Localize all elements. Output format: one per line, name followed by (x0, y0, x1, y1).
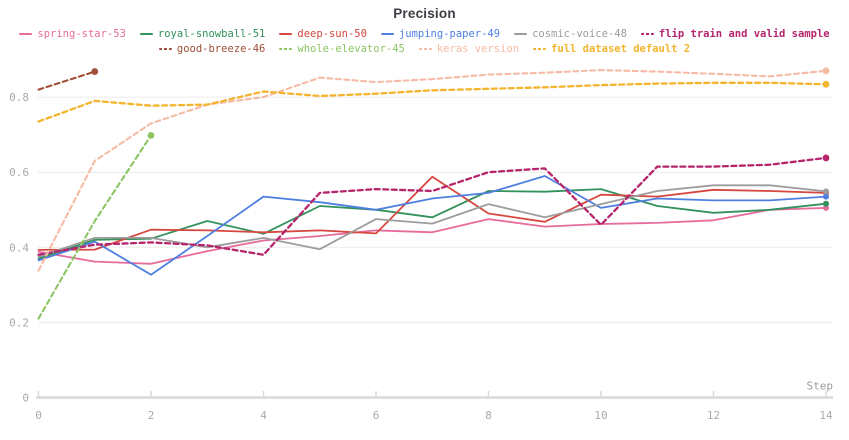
legend-swatch (640, 32, 654, 36)
legend-label: whole-elevator-45 (297, 43, 405, 55)
series-line (37, 81, 828, 123)
x-tick-label: 14 (819, 409, 833, 422)
legend-swatch (514, 32, 528, 36)
legend-label: jumping-paper-49 (398, 28, 501, 40)
series-end-dot (822, 154, 830, 162)
x-tick-label: 8 (485, 409, 492, 422)
legend-row: spring-star-53 royal-snowball-51 deep-su… (19, 27, 830, 41)
legend-item[interactable]: jumping-paper-49 (380, 27, 501, 41)
legend-swatch (279, 47, 293, 51)
legend-label: royal-snowball-51 (157, 28, 266, 40)
series-line (37, 134, 153, 320)
x-tick-label: 6 (373, 409, 380, 422)
chart-title: Precision (393, 6, 456, 21)
series-line (37, 156, 828, 256)
legend-item[interactable]: keras version (418, 42, 520, 56)
y-tick-label: 0.4 (9, 241, 29, 254)
y-tick-label: 0.2 (9, 316, 29, 329)
legend-swatch (533, 47, 547, 51)
legend-label: flip train and valid sample (658, 28, 830, 40)
legend-item[interactable]: deep-sun-50 (279, 27, 367, 41)
chart-legend: spring-star-53 royal-snowball-51 deep-su… (0, 27, 849, 56)
legend-item[interactable]: full dataset default 2 (533, 42, 690, 56)
legend-item[interactable]: spring-star-53 (19, 27, 126, 41)
legend-label: spring-star-53 (37, 28, 126, 40)
x-tick-label: 4 (260, 409, 267, 422)
legend-swatch (380, 32, 394, 36)
series-line (37, 184, 827, 258)
legend-label: full dataset default 2 (551, 43, 691, 55)
legend-item[interactable]: cosmic-voice-48 (514, 27, 627, 41)
series-line (37, 206, 827, 265)
series-line (37, 188, 827, 260)
legend-item[interactable]: flip train and valid sample (640, 27, 830, 41)
x-tick-label: 12 (707, 409, 720, 422)
series-end-dot (822, 80, 830, 88)
series-end-dot (91, 68, 99, 75)
series-end-dot (822, 67, 830, 75)
x-tick-label: 2 (148, 409, 155, 422)
series-line (37, 70, 96, 91)
series-line (37, 175, 827, 276)
series-end-dot (823, 200, 829, 207)
series-line (37, 69, 828, 272)
series-end-dot (823, 204, 829, 211)
legend-swatch (279, 32, 293, 36)
y-tick-label: 0.8 (9, 91, 29, 104)
legend-swatch (19, 32, 33, 36)
x-tick-label: 0 (35, 409, 42, 422)
legend-swatch (158, 47, 172, 51)
legend-label: cosmic-voice-48 (532, 28, 627, 40)
legend-item[interactable]: good-breeze-46 (158, 42, 266, 56)
legend-swatch (139, 32, 153, 36)
legend-swatch (418, 47, 432, 51)
legend-item[interactable]: whole-elevator-45 (279, 42, 405, 56)
x-axis-title: Step (807, 380, 834, 393)
series-end-dot (147, 132, 155, 139)
series-line (37, 175, 827, 251)
legend-item[interactable]: royal-snowball-51 (139, 27, 266, 41)
legend-label: good-breeze-46 (176, 43, 266, 55)
y-tick-label: 0.6 (9, 166, 29, 179)
series-end-dot (823, 193, 829, 200)
legend-row: good-breeze-46 whole-elevator-45 keras v… (158, 42, 690, 56)
series-end-dot (823, 188, 829, 195)
legend-label: deep-sun-50 (297, 28, 367, 40)
y-tick-label: 0 (22, 392, 29, 405)
x-tick-label: 10 (594, 409, 607, 422)
legend-label: keras version (436, 43, 520, 55)
